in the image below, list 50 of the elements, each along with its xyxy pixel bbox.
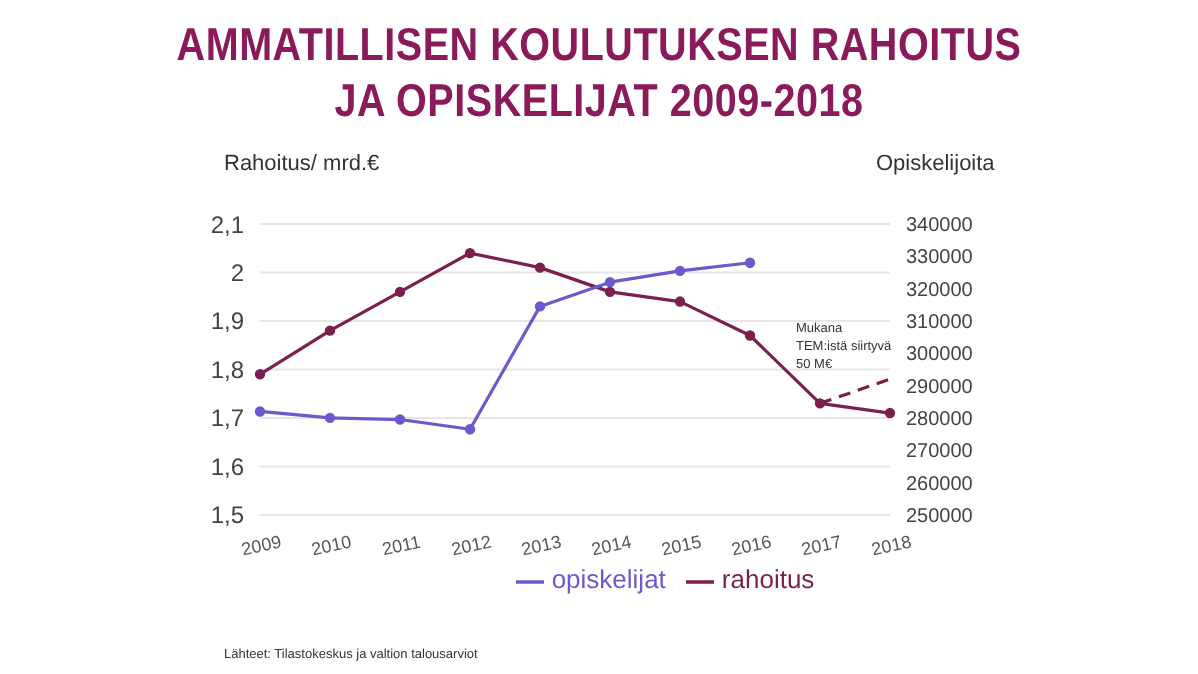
x-tick-label: 2015 — [659, 531, 704, 560]
y-tick-label: 1,8 — [210, 355, 245, 384]
y2-tick-label: 270000 — [906, 441, 974, 464]
y2-tick-label: 300000 — [906, 344, 974, 367]
point — [534, 301, 546, 312]
y-axis-title: Rahoitus/ mrd.€ — [224, 152, 380, 176]
y-tick-label: 1,7 — [210, 404, 245, 433]
point — [884, 407, 896, 419]
y2-axis-title: Opiskelijoita — [876, 152, 995, 176]
chart-title: AMMATILLISEN KOULUTUKSEN RAHOITUS JA OPISKELIJAT 2009-2018 — [174, 16, 1024, 128]
y2-tick-label: 250000 — [906, 505, 974, 528]
point — [464, 247, 476, 259]
legend-label: opiskelijat — [551, 564, 666, 595]
legend-label: rahoitus — [721, 564, 815, 595]
point — [324, 412, 336, 424]
x-tick-label: 2016 — [729, 531, 774, 560]
point — [324, 325, 336, 336]
point — [674, 296, 686, 307]
x-tick-label: 2011 — [380, 531, 423, 560]
point — [604, 286, 616, 298]
x-tick-label: 2009 — [239, 531, 284, 560]
y-tick-label: 2,1 — [210, 210, 245, 239]
y-tick-label: 1,5 — [210, 501, 245, 530]
x-tick-label: 2012 — [449, 531, 494, 560]
x-tick-label: 2013 — [519, 531, 564, 560]
y2-tick-label: 260000 — [906, 473, 974, 496]
x-tick-label: 2010 — [309, 531, 354, 560]
y-tick-label: 1,6 — [210, 452, 245, 481]
y2-tick-label: 290000 — [906, 376, 974, 399]
y-tick-label: 2 — [230, 259, 245, 287]
point — [394, 286, 406, 298]
y2-tick-label: 320000 — [906, 279, 974, 302]
y2-tick-label: 330000 — [906, 247, 974, 270]
point — [254, 369, 266, 380]
point — [744, 330, 756, 341]
y-tick-label: 1,9 — [210, 307, 245, 336]
point — [254, 406, 266, 417]
point — [534, 262, 546, 273]
point — [464, 424, 476, 435]
x-tick-label: 2017 — [799, 531, 844, 560]
x-tick-label: 2018 — [869, 531, 914, 560]
point — [604, 276, 616, 288]
point — [674, 265, 686, 277]
point — [744, 257, 756, 268]
x-tick-label: 2014 — [589, 531, 634, 560]
y2-tick-label: 310000 — [906, 312, 974, 335]
point — [394, 414, 406, 425]
y2-tick-label: 340000 — [906, 215, 974, 238]
point — [814, 398, 826, 409]
y2-tick-label: 280000 — [906, 409, 974, 432]
